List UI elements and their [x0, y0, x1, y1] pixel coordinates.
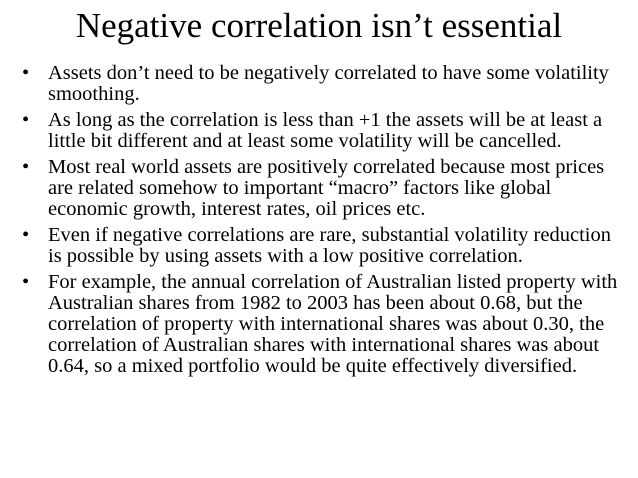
bullet-text: As long as the correlation is less than …	[48, 109, 603, 152]
bullet-item: • For example, the annual correlation of…	[22, 272, 628, 377]
bullet-item: • Even if negative correlations are rare…	[22, 225, 628, 267]
bullet-item: • Assets don’t need to be negatively cor…	[22, 63, 628, 105]
bullet-icon: •	[22, 109, 30, 131]
bullet-text: Assets don’t need to be negatively corre…	[48, 62, 609, 105]
bullet-text: For example, the annual correlation of A…	[48, 271, 618, 377]
bullet-item: • As long as the correlation is less tha…	[22, 110, 628, 152]
bullet-icon: •	[22, 62, 30, 84]
bullet-text: Most real world assets are positively co…	[48, 156, 605, 220]
bullet-item: • Most real world assets are positively …	[22, 157, 628, 220]
bullet-text: Even if negative correlations are rare, …	[48, 224, 611, 267]
bullet-icon: •	[22, 156, 30, 178]
slide-title: Negative correlation isn’t essential	[75, 6, 563, 45]
bullet-icon: •	[22, 271, 30, 293]
bullet-icon: •	[22, 224, 30, 246]
bullet-list: • Assets don’t need to be negatively cor…	[22, 63, 628, 382]
